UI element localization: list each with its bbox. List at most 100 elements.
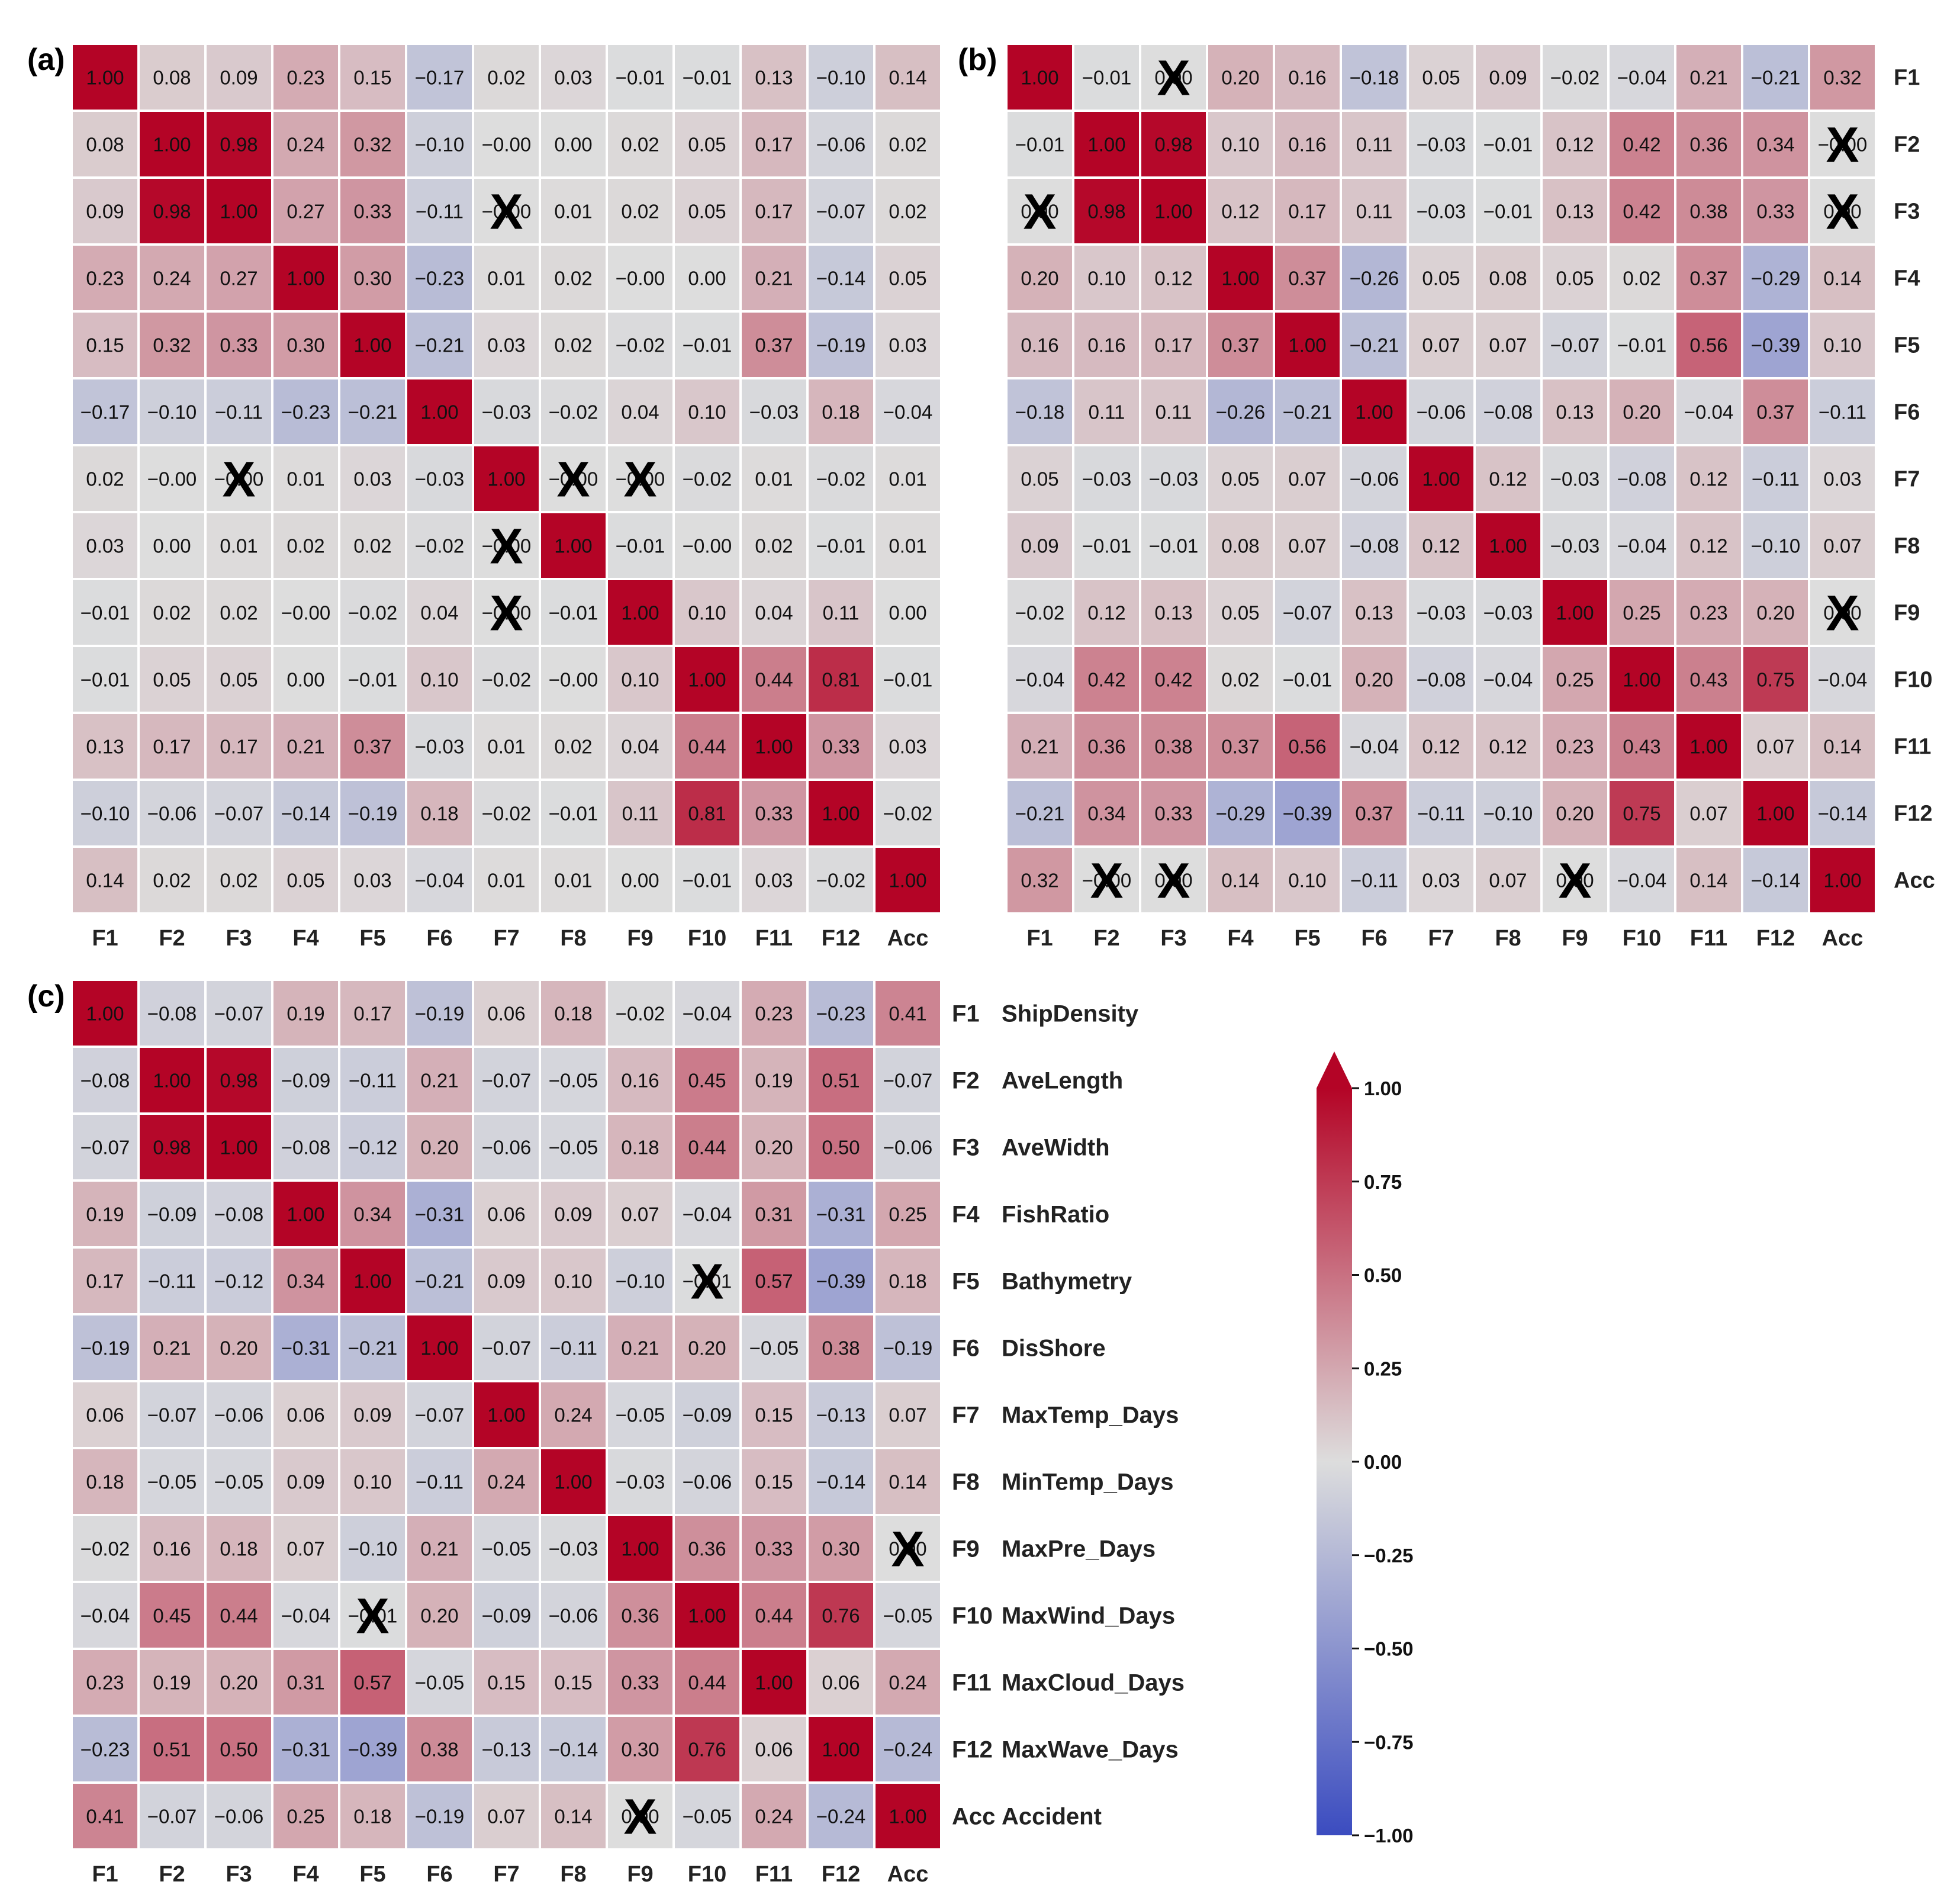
x-tick-label: F10 [688, 926, 726, 951]
heatmap-cell [675, 446, 739, 511]
heatmap-cell [340, 179, 405, 243]
cell-value: 0.38 [1689, 201, 1727, 223]
heatmap-cell [809, 1516, 873, 1581]
cell-value: 0.10 [688, 602, 726, 624]
cell-value: −0.08 [1483, 401, 1533, 423]
cell-value: −0.02 [616, 1003, 665, 1025]
cell-value: −0.05 [549, 1070, 598, 1092]
cell-value: 0.09 [287, 1471, 324, 1493]
heatmap-cell [1743, 714, 1808, 779]
heatmap-cell [1008, 580, 1072, 645]
heatmap-cell [1141, 379, 1206, 444]
heatmap-cell [1743, 179, 1808, 243]
heatmap-cell [541, 446, 606, 511]
cell-value: −0.39 [1283, 803, 1333, 825]
heatmap-cell [207, 781, 271, 845]
cell-value: −0.10 [147, 401, 197, 423]
cell-value: −0.13 [816, 1404, 866, 1426]
cell-value: 1.00 [153, 1070, 191, 1092]
cell-value: 0.09 [554, 1204, 592, 1225]
cell-value: 0.15 [86, 334, 124, 356]
cell-value: −0.07 [482, 1337, 532, 1359]
cell-value: 0.14 [1823, 736, 1861, 758]
heatmap-cell [876, 45, 940, 110]
cell-value: 0.03 [1823, 468, 1861, 490]
heatmap-cell [73, 1048, 137, 1112]
heatmap-cell [1810, 781, 1875, 845]
heatmap-cell [140, 1717, 204, 1781]
heatmap-cell [340, 1516, 405, 1581]
heatmap-cell [340, 781, 405, 845]
heatmap-cell [340, 45, 405, 110]
heatmap-cell [1342, 45, 1407, 110]
heatmap-cell [474, 1784, 539, 1848]
heatmap-cell [1610, 446, 1674, 511]
heatmap-cell [73, 446, 137, 511]
heatmap-cell [742, 1784, 806, 1848]
heatmap-cell [742, 1315, 806, 1380]
cell-value: −0.03 [1550, 468, 1600, 490]
cell-value: 1.00 [1623, 669, 1660, 691]
heatmap-cell [73, 379, 137, 444]
heatmap-cell [273, 1115, 338, 1179]
cell-value: 0.17 [86, 1270, 124, 1292]
cell-value: −0.02 [348, 602, 398, 624]
heatmap-cell [675, 1249, 739, 1313]
cell-value: 0.19 [86, 1204, 124, 1225]
cell-value: 0.05 [1221, 602, 1259, 624]
excluded-cross-mark: X [1090, 853, 1123, 909]
cell-value: 0.07 [1756, 736, 1794, 758]
cell-value: 0.37 [1221, 736, 1259, 758]
x-tick-label: F9 [627, 926, 653, 951]
heatmap-cell [876, 1115, 940, 1179]
cell-value: −0.24 [816, 1806, 866, 1828]
cell-value: 0.21 [420, 1538, 458, 1560]
cell-value: 1.00 [353, 334, 391, 356]
heatmap-cell [474, 246, 539, 310]
heatmap-cell [407, 313, 472, 377]
heatmap-cell [1610, 580, 1674, 645]
cell-value: 0.44 [755, 669, 793, 691]
cell-value: 1.00 [1154, 201, 1192, 223]
cell-value: 0.30 [822, 1538, 860, 1560]
cell-value: 0.12 [1422, 535, 1460, 557]
cell-value: −0.18 [1350, 67, 1399, 89]
heatmap-cell [207, 647, 271, 712]
heatmap-cell [474, 1516, 539, 1581]
excluded-cross-mark: X [556, 452, 590, 507]
panel-label: (c) [27, 979, 65, 1014]
heatmap-cell [474, 647, 539, 712]
heatmap-cell [1743, 513, 1808, 578]
heatmap-cell [675, 179, 739, 243]
heatmap-cell [140, 112, 204, 176]
heatmap-cell [541, 246, 606, 310]
heatmap-cell [407, 1717, 472, 1781]
cell-value: −0.29 [1751, 268, 1801, 290]
excluded-cross-mark: X [1826, 184, 1859, 240]
cell-value: 0.20 [420, 1605, 458, 1627]
heatmap-cell [407, 1315, 472, 1380]
x-tick-label: F8 [560, 1862, 586, 1887]
cell-value: −0.06 [816, 134, 866, 156]
cell-value: 0.20 [1756, 602, 1794, 624]
heatmap-cell [876, 981, 940, 1046]
cell-value: −0.13 [482, 1739, 532, 1761]
cell-value: 0.02 [1623, 268, 1660, 290]
cell-value: 0.14 [1823, 268, 1861, 290]
heatmap-cell [140, 714, 204, 779]
legend-name: ShipDensity [1002, 1001, 1139, 1027]
excluded-cross-mark: X [1157, 853, 1190, 909]
heatmap-cell [207, 1449, 271, 1514]
cell-value: −0.23 [281, 401, 331, 423]
cell-value: 0.98 [220, 134, 258, 156]
cell-value: −0.02 [1015, 602, 1065, 624]
heatmap-cell [1409, 647, 1473, 712]
heatmap-cell [207, 246, 271, 310]
excluded-cross-mark: X [490, 519, 523, 574]
heatmap-cell [876, 848, 940, 912]
heatmap-cell [876, 513, 940, 578]
heatmap-cell [675, 1516, 739, 1581]
heatmap-cell [541, 714, 606, 779]
cell-value: −0.00 [683, 535, 732, 557]
heatmap-cell [1810, 714, 1875, 779]
